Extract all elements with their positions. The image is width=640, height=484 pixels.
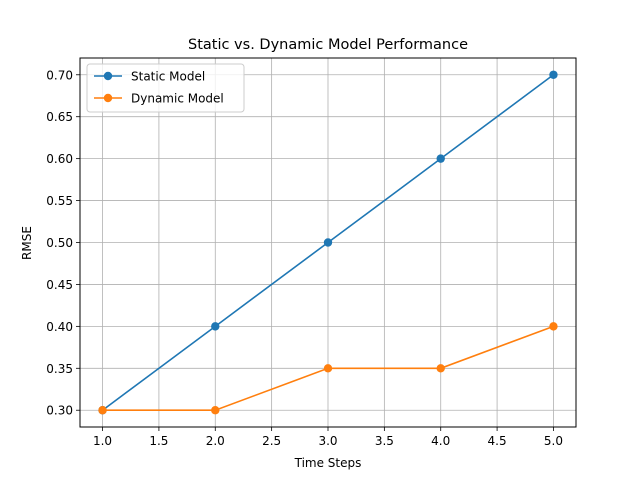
legend-marker (103, 71, 113, 81)
y-axis-label: RMSE (20, 226, 34, 260)
legend-marker (103, 93, 113, 103)
legend-entry-static-model: Static Model (94, 70, 205, 84)
legend: Static Model Dynamic Model (86, 63, 245, 113)
y-tick-label: 0.70 (46, 68, 73, 82)
x-tick-label: 2.5 (262, 434, 281, 448)
data-point-static-model (549, 70, 558, 79)
y-tick-label: 0.65 (46, 110, 73, 124)
x-tick-label: 3.0 (318, 434, 337, 448)
y-tick-label: 0.40 (46, 320, 73, 334)
data-point-dynamic-model (211, 406, 220, 415)
y-tick-label: 0.45 (46, 278, 73, 292)
data-point-dynamic-model (98, 406, 107, 415)
x-tick-label: 4.0 (431, 434, 450, 448)
legend-box (86, 63, 245, 113)
legend-items: Static Model Dynamic Model (94, 70, 224, 106)
y-tick-label: 0.55 (46, 194, 73, 208)
y-tick-label: 0.60 (46, 152, 73, 166)
legend-label: Dynamic Model (131, 92, 224, 106)
data-point-dynamic-model (436, 364, 445, 373)
legend-label: Static Model (131, 70, 205, 84)
x-axis-label: Time Steps (294, 456, 362, 470)
series-layer (98, 70, 558, 415)
y-tick-label: 0.30 (46, 404, 73, 418)
y-tick-label: 0.35 (46, 362, 73, 376)
series-dynamic-model (98, 322, 558, 415)
chart-title: Static vs. Dynamic Model Performance (188, 37, 468, 53)
x-tick-label: 2.0 (206, 434, 225, 448)
x-tick-label: 4.5 (488, 434, 507, 448)
x-tick-label: 5.0 (544, 434, 563, 448)
data-point-dynamic-model (549, 322, 558, 331)
data-point-static-model (211, 322, 220, 331)
data-point-static-model (323, 238, 333, 247)
data-point-dynamic-model (323, 364, 333, 373)
y-axis-ticks: 0.30 0.35 0.40 0.45 0.50 0.55 0.60 0.65 0.70 (46, 68, 80, 418)
data-point-static-model (436, 154, 445, 163)
x-axis-ticks: 1.0 1.5 2.0 2.5 3.0 3.5 4.0 4.5 5.0 (93, 427, 563, 448)
y-tick-label: 0.50 (46, 236, 73, 250)
x-tick-label: 1.5 (149, 434, 168, 448)
legend-entry-dynamic-model: Dynamic Model (94, 92, 224, 106)
x-tick-label: 3.5 (375, 434, 394, 448)
x-tick-label: 1.0 (93, 434, 112, 448)
